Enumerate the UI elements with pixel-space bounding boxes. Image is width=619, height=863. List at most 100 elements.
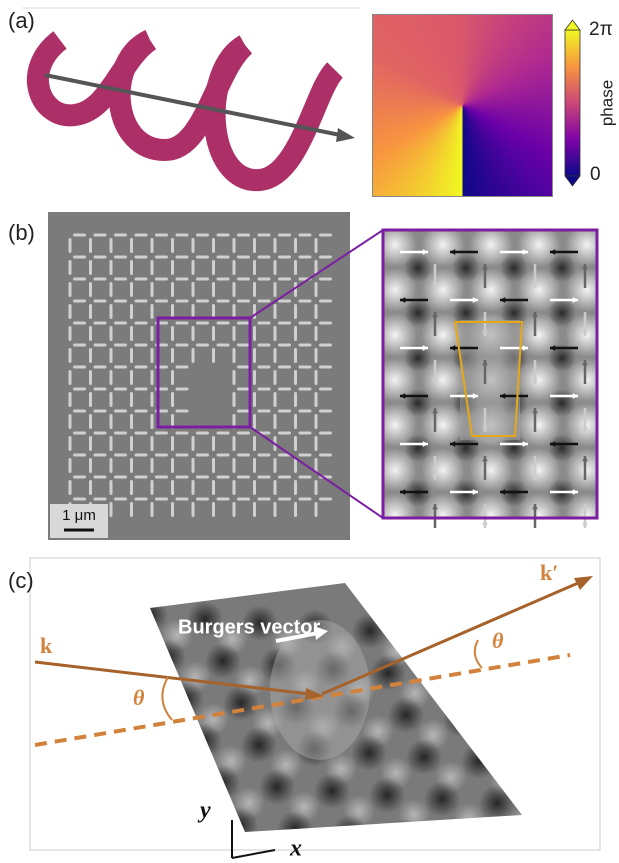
nanobar (294, 392, 297, 407)
nanobar (299, 234, 312, 237)
nanobar (319, 366, 332, 369)
nanobar (114, 344, 127, 347)
nanobar (274, 348, 277, 363)
nanobar (69, 414, 72, 429)
nanobar (176, 344, 189, 347)
nanobar (171, 282, 174, 297)
nanobar (135, 256, 148, 259)
nanobar (114, 256, 127, 259)
nanobar (130, 348, 133, 363)
nanobar (69, 260, 72, 275)
nanobar (274, 260, 277, 275)
nanobar (196, 498, 209, 501)
nanobar (315, 502, 318, 517)
nanobar (196, 278, 209, 281)
axis (232, 850, 275, 858)
nanobar (89, 458, 92, 473)
nanobar (176, 388, 189, 391)
dark-spot (596, 254, 619, 282)
nanobar (89, 480, 92, 495)
panel-label: (a) (8, 8, 35, 33)
nanobar (253, 502, 256, 517)
bright-spot (251, 829, 283, 861)
nanobar (315, 392, 318, 407)
nanobar (258, 454, 271, 457)
nanobar (73, 366, 86, 369)
dark-spot (241, 727, 277, 763)
nanobar (171, 480, 174, 495)
nanobar (155, 278, 168, 281)
nanobar (73, 278, 86, 281)
nanobar (278, 234, 291, 237)
nanobar (217, 498, 230, 501)
nanobar (237, 256, 250, 259)
bright-spot (421, 493, 465, 537)
nanobar (233, 238, 236, 253)
nanobar (94, 278, 107, 281)
nanobar (192, 480, 195, 495)
nanobar (294, 326, 297, 341)
dark-spot (424, 781, 460, 817)
dark-spot (168, 681, 204, 717)
nanobar (110, 414, 113, 429)
nanobar (171, 238, 174, 253)
nanobar (151, 458, 154, 473)
nanobar (94, 322, 107, 325)
nanobar (315, 480, 318, 495)
dark-spot (442, 823, 478, 859)
nanobar (130, 370, 133, 385)
nanobar (192, 502, 195, 517)
nanobar (192, 458, 195, 473)
nanobar (135, 432, 148, 435)
nanobar (192, 436, 195, 451)
bright-spot (508, 807, 540, 839)
nanobar (299, 300, 312, 303)
nanobar (196, 454, 209, 457)
dark-spot (500, 524, 528, 552)
nanobar (212, 326, 215, 341)
nanobar (176, 300, 189, 303)
nanobar (114, 388, 127, 391)
nanobar (258, 476, 271, 479)
bright-spot (454, 681, 486, 713)
nanobar (69, 480, 72, 495)
nanobar (319, 300, 332, 303)
dark-spot (406, 739, 442, 775)
dark-spot (222, 807, 258, 843)
nanobar (171, 436, 174, 451)
nanobar (94, 344, 107, 347)
nanobar (237, 454, 250, 457)
nanobar (253, 458, 256, 473)
nanobar (278, 344, 291, 347)
colorbar-extend (565, 176, 580, 186)
dark-spot (534, 789, 570, 825)
nanobar (94, 300, 107, 303)
angle-arc (475, 640, 482, 668)
nanobar (212, 480, 215, 495)
nanobar (299, 454, 312, 457)
nanobar (130, 392, 133, 407)
nanobar (294, 502, 297, 517)
nanobar (299, 322, 312, 325)
nanobar (315, 348, 318, 363)
nanobar (274, 414, 277, 429)
nanobar (237, 388, 250, 391)
nanobar (258, 366, 271, 369)
nanobar (135, 410, 148, 413)
nanobar (114, 300, 127, 303)
nanobar (155, 454, 168, 457)
nanobar (294, 480, 297, 495)
nanobar (237, 322, 250, 325)
bright-spot (565, 268, 609, 312)
nanobar (135, 498, 148, 501)
axis-label: y (197, 798, 211, 824)
nanobar (237, 366, 250, 369)
dark-spot (132, 597, 168, 633)
panel-label: (b) (8, 220, 35, 245)
angle-label: θ (492, 628, 504, 653)
nanobar (176, 476, 189, 479)
nanobar (237, 476, 250, 479)
nanobar (130, 458, 133, 473)
nanobar (110, 392, 113, 407)
nanobar (94, 476, 107, 479)
